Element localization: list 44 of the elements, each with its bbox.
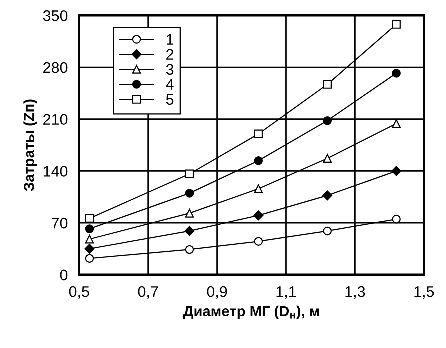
x-tick-label: 1,3: [346, 286, 366, 300]
y-tick-label: 0: [60, 270, 68, 281]
point: [322, 190, 333, 201]
point: [85, 234, 94, 244]
point: [392, 69, 401, 78]
point: [392, 166, 402, 176]
point: [323, 154, 332, 163]
y-tick-label: 140: [44, 166, 68, 177]
point: [254, 237, 264, 246]
point: [185, 245, 194, 254]
y-tick-label: 70: [52, 218, 68, 229]
legend-label: 3: [166, 64, 174, 76]
legend-label: 2: [166, 49, 174, 60]
point: [254, 130, 264, 139]
x-tick-label: 1,1: [276, 286, 296, 300]
point: [184, 226, 195, 236]
y-axis-title: Затраты (Zп): [24, 100, 38, 192]
y-tick-label: 280: [44, 62, 68, 74]
x-axis-title: Диаметр МГ (D$_{н}$), м: [184, 306, 320, 320]
y-tick-label: 210: [44, 114, 68, 126]
point: [254, 210, 264, 221]
point: [323, 116, 332, 126]
point: [392, 119, 401, 128]
point: [254, 156, 264, 166]
point: [185, 209, 194, 218]
point: [85, 224, 94, 234]
point: [392, 20, 401, 29]
y-tick-label: 350: [43, 10, 68, 22]
point: [84, 244, 95, 254]
x-tick-label: 0,9: [207, 286, 228, 300]
point: [185, 189, 194, 198]
x-tick-label: 1,5: [414, 286, 434, 300]
point: [254, 184, 264, 194]
point: [85, 214, 94, 223]
legend-label: 1: [166, 34, 174, 45]
point: [323, 226, 332, 236]
point: [323, 80, 332, 89]
x-tick-label: 0,7: [138, 286, 158, 300]
point: [85, 254, 94, 263]
point: [392, 214, 401, 224]
point: [185, 170, 194, 179]
x-tick-label: 0,5: [69, 286, 90, 300]
legend-label: 5: [166, 94, 174, 106]
legend-label: 4: [166, 79, 174, 90]
